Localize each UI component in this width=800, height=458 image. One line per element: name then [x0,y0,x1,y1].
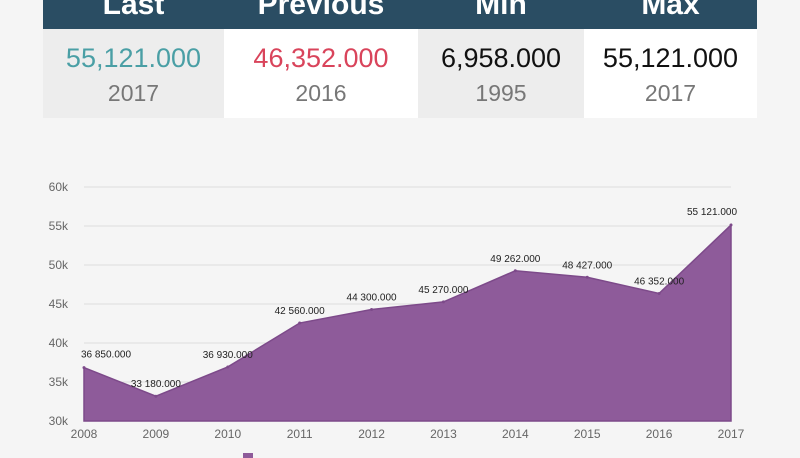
x-tick-label: 2010 [214,427,241,441]
stat-year: 2016 [295,80,347,106]
stat-value: 55,121.000 [65,43,202,73]
data-labels: 36 850.000 33 180.000 36 930.000 42 560.000… [81,207,737,390]
x-tick-label: 2008 [71,427,98,441]
stat-cell-max: 55,121.000 2017 [584,29,757,118]
data-label: 44 300.000 [347,292,397,303]
x-tick-label: 2013 [430,427,457,441]
legend-swatch [243,453,253,458]
data-point [154,394,158,398]
stat-header-min: Min [475,0,527,21]
data-label: 55 121.000 [687,207,737,218]
data-point [729,223,733,227]
area-series [82,223,733,422]
y-tick-label: 30k [49,414,69,428]
data-point [82,366,86,370]
x-axis: 2008 2009 2010 2011 2012 2013 2014 2015 2016 2017 [71,427,745,441]
stat-cell-min: 6,958.000 1995 [418,29,584,118]
y-axis: 30k 35k 40k 45k 50k 55k 60k [49,180,69,428]
data-label: 33 180.000 [131,379,181,390]
stat-year: 2017 [107,80,160,106]
stat-year: 1995 [475,80,527,106]
stat-header-previous: Previous [257,0,385,21]
y-tick-label: 45k [49,297,69,311]
data-label: 36 930.000 [203,350,253,361]
x-tick-label: 2014 [502,427,529,441]
stats-panel: Last Previous Min Max 55,121.000 2017 46,352.… [43,0,757,118]
stat-header-last: Last [102,0,165,21]
legend[interactable] [243,453,253,458]
data-point [370,307,374,311]
x-tick-label: 2011 [287,427,313,441]
x-tick-label: 2017 [718,427,745,441]
x-tick-label: 2012 [358,427,385,441]
data-point [298,321,302,325]
data-label: 48 427.000 [562,260,612,271]
stat-cell-previous: 46,352.000 2016 [224,29,418,118]
data-point [226,365,230,369]
x-tick-label: 2015 [574,427,601,441]
data-label: 46 352.000 [634,276,684,287]
data-point [441,300,445,304]
y-tick-label: 60k [49,180,69,194]
y-tick-label: 50k [49,258,69,272]
data-point [513,269,517,273]
x-tick-label: 2009 [143,427,170,441]
stat-value: 6,958.000 [440,43,562,73]
y-tick-label: 40k [49,336,69,350]
y-tick-label: 55k [49,219,69,233]
data-label: 36 850.000 [81,350,131,361]
data-label: 49 262.000 [490,254,540,265]
stat-year: 2017 [644,80,697,106]
data-label: 45 270.000 [418,285,468,296]
stats-header-bar: Last Previous Min Max [43,0,757,29]
stat-value: 55,121.000 [602,43,739,73]
data-point [585,275,589,279]
data-label: 42 560.000 [275,306,325,317]
data-point [657,291,661,295]
x-tick-label: 2016 [646,427,673,441]
stat-header-max: Max [641,0,700,21]
y-tick-label: 35k [49,375,69,389]
stat-value: 46,352.000 [253,43,389,73]
area-fill [83,223,732,422]
stat-cell-last: 55,121.000 2017 [43,29,224,118]
